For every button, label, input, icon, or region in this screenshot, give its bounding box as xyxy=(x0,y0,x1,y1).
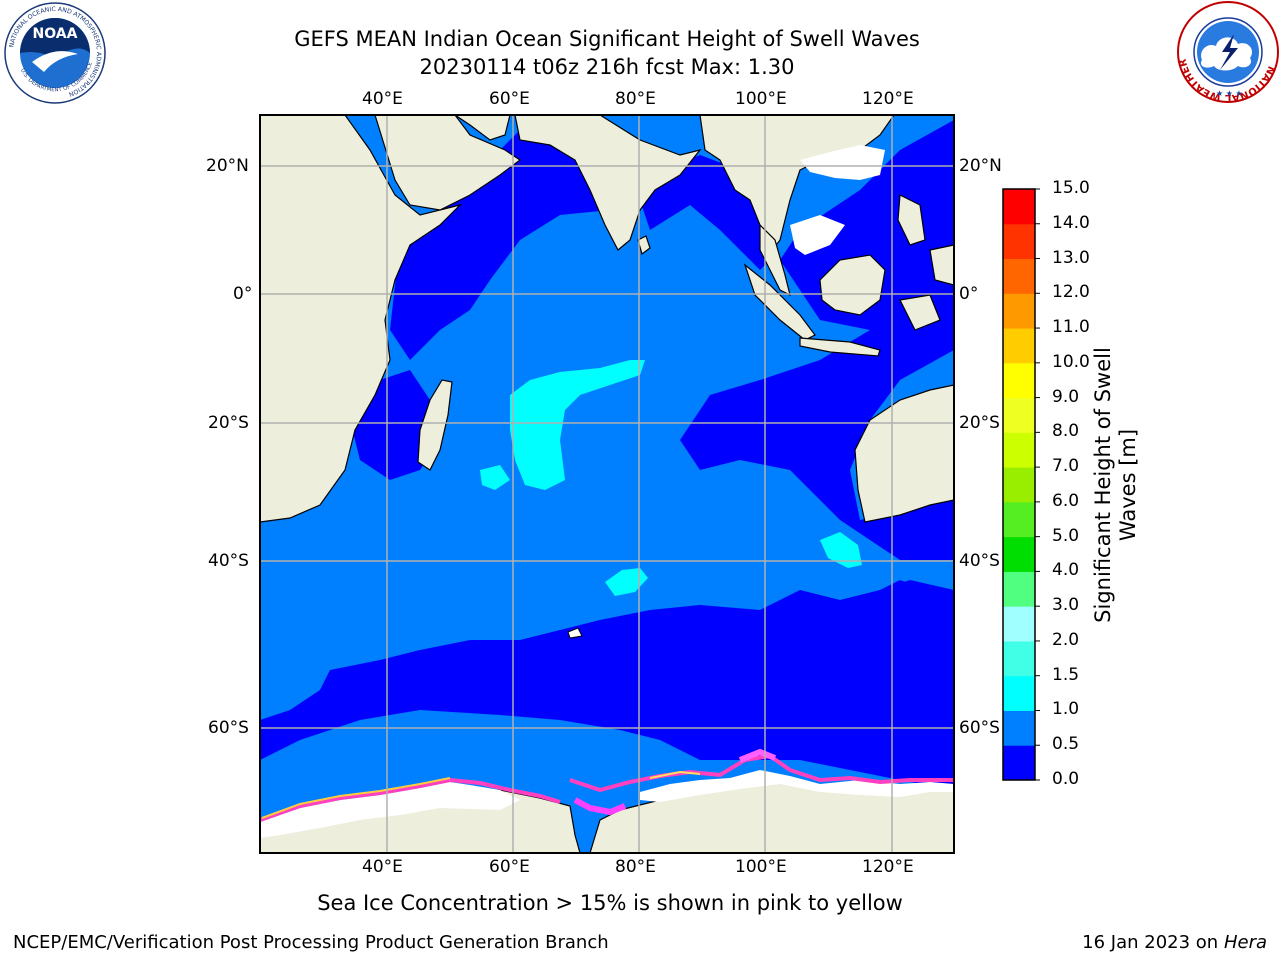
colorbar-band-15 xyxy=(1003,223,1035,260)
lon-label-top-80e: 80°E xyxy=(615,89,656,109)
sea-ice xyxy=(260,145,954,838)
colorbar-label: 9.0 xyxy=(1052,386,1080,407)
lon-label-top-60e: 60°E xyxy=(489,89,530,109)
colorbar-label: 13.0 xyxy=(1052,247,1090,268)
lon-label-top-120e: 120°E xyxy=(862,89,914,109)
colorbar xyxy=(1002,188,1040,781)
colorbar-band-12 xyxy=(1003,328,1035,364)
colorbar-label: 10.0 xyxy=(1052,351,1090,372)
footer-date-text: 16 Jan 2023 on xyxy=(1082,932,1219,953)
colorbar-label: 8.0 xyxy=(1052,421,1080,442)
map-frame xyxy=(259,114,955,854)
lat-label-right-0: 0° xyxy=(959,284,979,304)
noaa-wordmark: NOAA xyxy=(33,26,78,42)
colorbar-band-1 xyxy=(1003,710,1035,746)
colorbar-band-2 xyxy=(1003,675,1035,711)
lon-label-bottom-120e: 120°E xyxy=(862,857,914,877)
lon-label-top-100e: 100°E xyxy=(735,89,787,109)
colorbar-band-4 xyxy=(1003,606,1035,642)
svg-text:★ ★ ★: ★ ★ ★ xyxy=(1216,89,1243,98)
colorbar-label: 4.0 xyxy=(1052,560,1080,581)
sea-ice-edge xyxy=(260,748,954,822)
footer-branch: NCEP/EMC/Verification Post Processing Pr… xyxy=(13,932,609,953)
colorbar-band-10 xyxy=(1003,397,1035,433)
colorbar-label: 15.0 xyxy=(1052,178,1090,198)
lat-label-left-20s: 20°S xyxy=(208,413,249,433)
colorbar-band-14 xyxy=(1003,258,1035,294)
colorbar-band-6 xyxy=(1003,536,1035,572)
colorbar-label: 12.0 xyxy=(1052,282,1090,303)
footer-host: Hera xyxy=(1223,932,1267,953)
map-subtitle: 20230114 t06z 216h fcst Max: 1.30 xyxy=(419,55,795,79)
colorbar-band-7 xyxy=(1003,501,1035,538)
lat-label-left-40s: 40°S xyxy=(208,551,249,571)
ocean-band-1.0-1.5 xyxy=(480,360,862,596)
colorbar-label: 7.0 xyxy=(1052,456,1080,477)
colorbar-label: 1.5 xyxy=(1052,664,1080,685)
colorbar-label: 3.0 xyxy=(1052,595,1080,616)
lon-label-bottom-60e: 60°E xyxy=(489,857,530,877)
colorbar-band-8 xyxy=(1003,467,1035,503)
map-gridlines xyxy=(260,115,954,853)
colorbar-label: 2.0 xyxy=(1052,629,1080,650)
nws-logo: NATIONAL WEATHER SERVICE ★ ★ ★ xyxy=(1176,0,1279,103)
map-title: GEFS MEAN Indian Ocean Significant Heigh… xyxy=(294,27,920,51)
lat-label-right-20s: 20°S xyxy=(959,413,1000,433)
colorbar-band-16 xyxy=(1003,189,1035,225)
colorbar-label: 0.0 xyxy=(1052,769,1080,789)
colorbar-band-3 xyxy=(1003,640,1035,677)
colorbar-label: 5.0 xyxy=(1052,525,1080,546)
colorbar-band-0 xyxy=(1003,745,1035,781)
lat-label-left-60s: 60°S xyxy=(208,718,249,738)
lat-label-right-20n: 20°N xyxy=(959,156,1002,176)
ocean-band-south xyxy=(260,725,700,810)
noaa-logo: NATIONAL OCEANIC AND ATMOSPHERIC ADMINIS… xyxy=(4,2,106,104)
colorbar-band-11 xyxy=(1003,362,1035,399)
footer-date: 16 Jan 2023 on Hera xyxy=(1082,932,1267,953)
sea-ice-caption: Sea Ice Concentration > 15% is shown in … xyxy=(317,891,903,915)
lat-label-left-20n: 20°N xyxy=(206,156,249,176)
lat-label-left-0: 0° xyxy=(233,284,253,304)
colorbar-band-13 xyxy=(1003,293,1035,329)
lon-label-top-40e: 40°E xyxy=(362,89,403,109)
colorbar-label: 1.0 xyxy=(1052,699,1080,720)
lat-label-right-40s: 40°S xyxy=(959,551,1000,571)
colorbar-band-5 xyxy=(1003,571,1035,607)
colorbar-label: 0.5 xyxy=(1052,734,1080,755)
lon-label-bottom-80e: 80°E xyxy=(615,857,656,877)
colorbar-label: 11.0 xyxy=(1052,317,1090,338)
lat-label-right-60s: 60°S xyxy=(959,718,1000,738)
lon-label-bottom-40e: 40°E xyxy=(362,857,403,877)
colorbar-band-9 xyxy=(1003,432,1035,468)
colorbar-title: Significant Height of Swell Waves [m] xyxy=(1091,347,1140,623)
colorbar-label: 14.0 xyxy=(1052,212,1090,233)
island xyxy=(567,627,583,639)
lon-label-bottom-100e: 100°E xyxy=(735,857,787,877)
colorbar-label: 6.0 xyxy=(1052,490,1080,511)
